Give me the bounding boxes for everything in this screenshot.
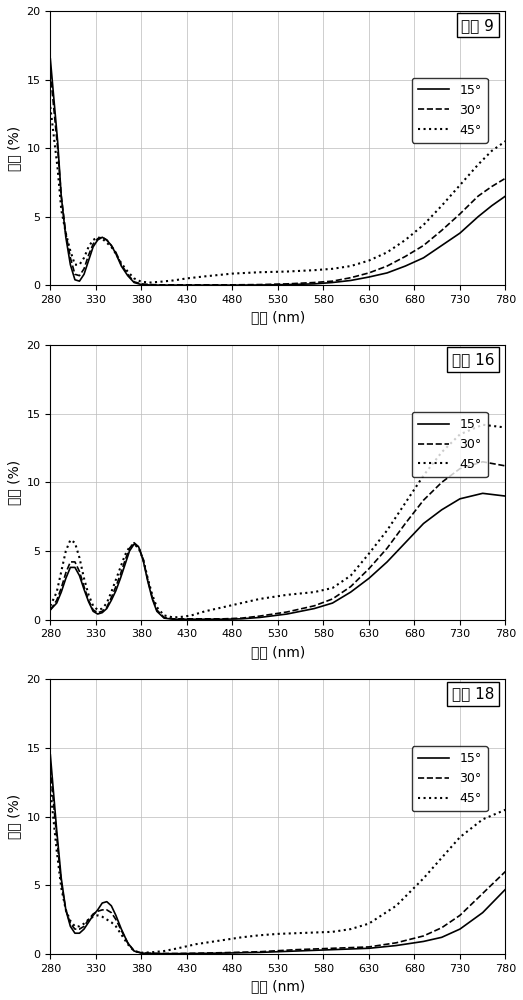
- Y-axis label: 反射 (%): 反射 (%): [7, 794, 21, 839]
- Text: 实例 16: 实例 16: [451, 352, 494, 367]
- Y-axis label: 反射 (%): 反射 (%): [7, 126, 21, 171]
- Text: 实例 9: 实例 9: [461, 18, 494, 33]
- Legend: 15°, 30°, 45°: 15°, 30°, 45°: [412, 746, 488, 811]
- Legend: 15°, 30°, 45°: 15°, 30°, 45°: [412, 412, 488, 477]
- X-axis label: 波长 (nm): 波长 (nm): [251, 645, 305, 659]
- Text: 实例 18: 实例 18: [452, 686, 494, 701]
- Y-axis label: 反射 (%): 反射 (%): [7, 460, 21, 505]
- X-axis label: 波长 (nm): 波长 (nm): [251, 979, 305, 993]
- X-axis label: 波长 (nm): 波长 (nm): [251, 311, 305, 325]
- Legend: 15°, 30°, 45°: 15°, 30°, 45°: [412, 78, 488, 143]
